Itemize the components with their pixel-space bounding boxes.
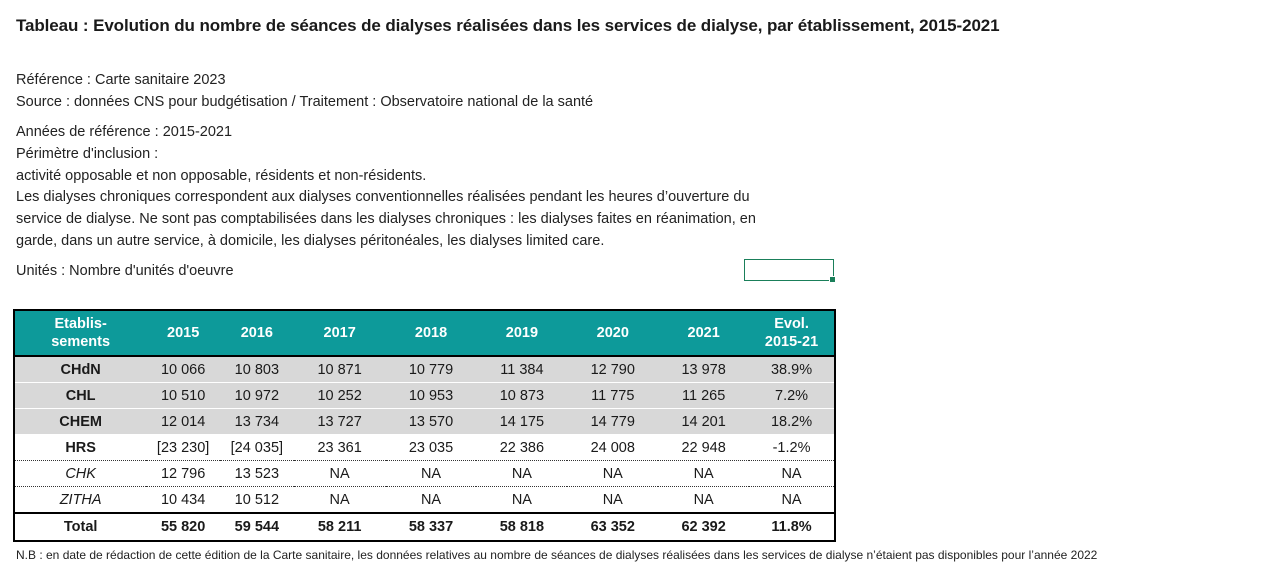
table-row: CHdN 10 066 10 803 10 871 10 779 11 384 … [14, 356, 835, 383]
header-2020: 2020 [567, 310, 659, 356]
header-2018: 2018 [385, 310, 477, 356]
cell-2016: 10 803 [219, 356, 294, 383]
total-row: Total 55 820 59 544 58 211 58 337 58 818… [14, 513, 835, 541]
cell-2021: 22 948 [681, 439, 726, 456]
cell-2020: 11 775 [567, 382, 659, 409]
cell-2019: 14 175 [476, 408, 568, 435]
fill-handle[interactable] [829, 276, 836, 283]
cell-2020: 12 790 [567, 356, 659, 383]
cell-evolution: 38.9% [749, 356, 835, 383]
row-establishment: CHdN [14, 356, 147, 383]
total-label: Total [63, 519, 98, 535]
cell-2018: NA [420, 465, 442, 482]
cell-2019: 22 386 [499, 439, 545, 456]
table-row: ZITHA 10 434 10 512 NA NA NA NA NA NA [14, 487, 835, 514]
cell-evolution: NA [781, 465, 802, 482]
description-line-3: garde, dans un autre service, à domicile… [16, 233, 605, 249]
cell-2019: NA [511, 465, 532, 482]
cell-2021: 11 265 [658, 382, 750, 409]
cell-2019: 10 873 [476, 382, 568, 409]
footnote: N.B : en date de rédaction de cette édit… [16, 548, 1098, 562]
cell-2017: NA [329, 465, 350, 482]
cell-2016: 13 734 [219, 408, 294, 435]
description-line-1: Les dialyses chroniques correspondent au… [16, 189, 750, 205]
table-row: CHEM 12 014 13 734 13 727 13 570 14 175 … [14, 408, 835, 435]
description-line-2: service de dialyse. Ne sont pas comptabi… [16, 211, 756, 227]
cell-evolution: 7.2% [749, 382, 835, 409]
header-evolution: Evol. 2015-21 [749, 310, 835, 356]
cell-2021: NA [693, 465, 714, 482]
cell-2018: 13 570 [385, 408, 477, 435]
header-2021: 2021 [658, 310, 750, 356]
reference-text: Référence : Carte sanitaire 2023 [16, 72, 226, 88]
total-2020: 63 352 [590, 519, 635, 535]
dialysis-table: Etablis-sements 2015 2016 2017 2018 2019… [13, 309, 836, 542]
total-2018: 58 337 [408, 519, 454, 535]
cell-2018: 10 953 [385, 382, 477, 409]
document-title: Tableau : Evolution du nombre de séances… [16, 16, 1000, 35]
table-header-row: Etablis-sements 2015 2016 2017 2018 2019… [14, 310, 835, 356]
cell-2020: NA [602, 491, 623, 508]
cell-evolution: -1.2% [772, 439, 811, 456]
table-row: CHK 12 796 13 523 NA NA NA NA NA NA [14, 461, 835, 487]
cell-2020: 24 008 [590, 439, 635, 456]
total-evolution: 11.8% [771, 519, 812, 535]
cell-2015: 12 796 [160, 465, 206, 482]
cell-2016: 13 523 [234, 465, 280, 482]
cell-2019: NA [511, 491, 532, 508]
cell-2021: 14 201 [658, 408, 750, 435]
cell-2015: 10 510 [146, 382, 220, 409]
row-establishment: CHEM [14, 408, 147, 435]
total-2016: 59 544 [234, 519, 280, 535]
source-text: Source : données CNS pour budgétisation … [16, 94, 594, 110]
table-row: CHL 10 510 10 972 10 252 10 953 10 873 1… [14, 382, 835, 409]
row-establishment: HRS [65, 439, 96, 456]
header-2016: 2016 [219, 310, 294, 356]
cell-2017: NA [329, 491, 350, 508]
selected-cell[interactable] [744, 259, 836, 283]
cell-2019: 11 384 [476, 356, 568, 383]
cell-2020: NA [602, 465, 623, 482]
cell-2018: 23 035 [408, 439, 454, 456]
cell-2018: NA [420, 491, 442, 508]
cell-2016: 10 972 [219, 382, 294, 409]
cell-evolution: NA [781, 491, 802, 508]
header-establishment: Etablis-sements [14, 310, 147, 356]
table-row: HRS [23 230] [24 035] 23 361 23 035 22 3… [14, 435, 835, 461]
total-2017: 58 211 [317, 519, 362, 535]
total-2019: 58 818 [499, 519, 545, 535]
total-2021: 62 392 [681, 519, 726, 535]
years-text: Années de référence : 2015-2021 [16, 124, 233, 140]
cell-2021: NA [693, 491, 714, 508]
cell-2016: [24 035] [230, 439, 284, 456]
cell-2017: 23 361 [317, 439, 362, 456]
cell-2017: 10 871 [293, 356, 386, 383]
units-text: Unités : Nombre d'unités d'oeuvre [16, 263, 234, 279]
header-2019: 2019 [476, 310, 568, 356]
cell-2015: 10 434 [160, 491, 206, 508]
cell-2018: 10 779 [385, 356, 477, 383]
scope-label: Périmètre d'inclusion : [16, 146, 159, 162]
header-2017: 2017 [293, 310, 386, 356]
cell-evolution: 18.2% [749, 408, 835, 435]
row-establishment: CHK [65, 465, 96, 482]
total-2015: 55 820 [160, 519, 206, 535]
cell-2015: [23 230] [156, 439, 210, 456]
scope-text: activité opposable et non opposable, rés… [16, 168, 427, 184]
cell-2015: 10 066 [146, 356, 220, 383]
cell-2015: 12 014 [146, 408, 220, 435]
header-2015: 2015 [146, 310, 220, 356]
row-establishment: ZITHA [59, 491, 102, 508]
cell-2016: 10 512 [234, 491, 280, 508]
row-establishment: CHL [14, 382, 147, 409]
cell-2017: 10 252 [293, 382, 386, 409]
cell-2020: 14 779 [567, 408, 659, 435]
cell-2017: 13 727 [293, 408, 386, 435]
cell-2021: 13 978 [658, 356, 750, 383]
